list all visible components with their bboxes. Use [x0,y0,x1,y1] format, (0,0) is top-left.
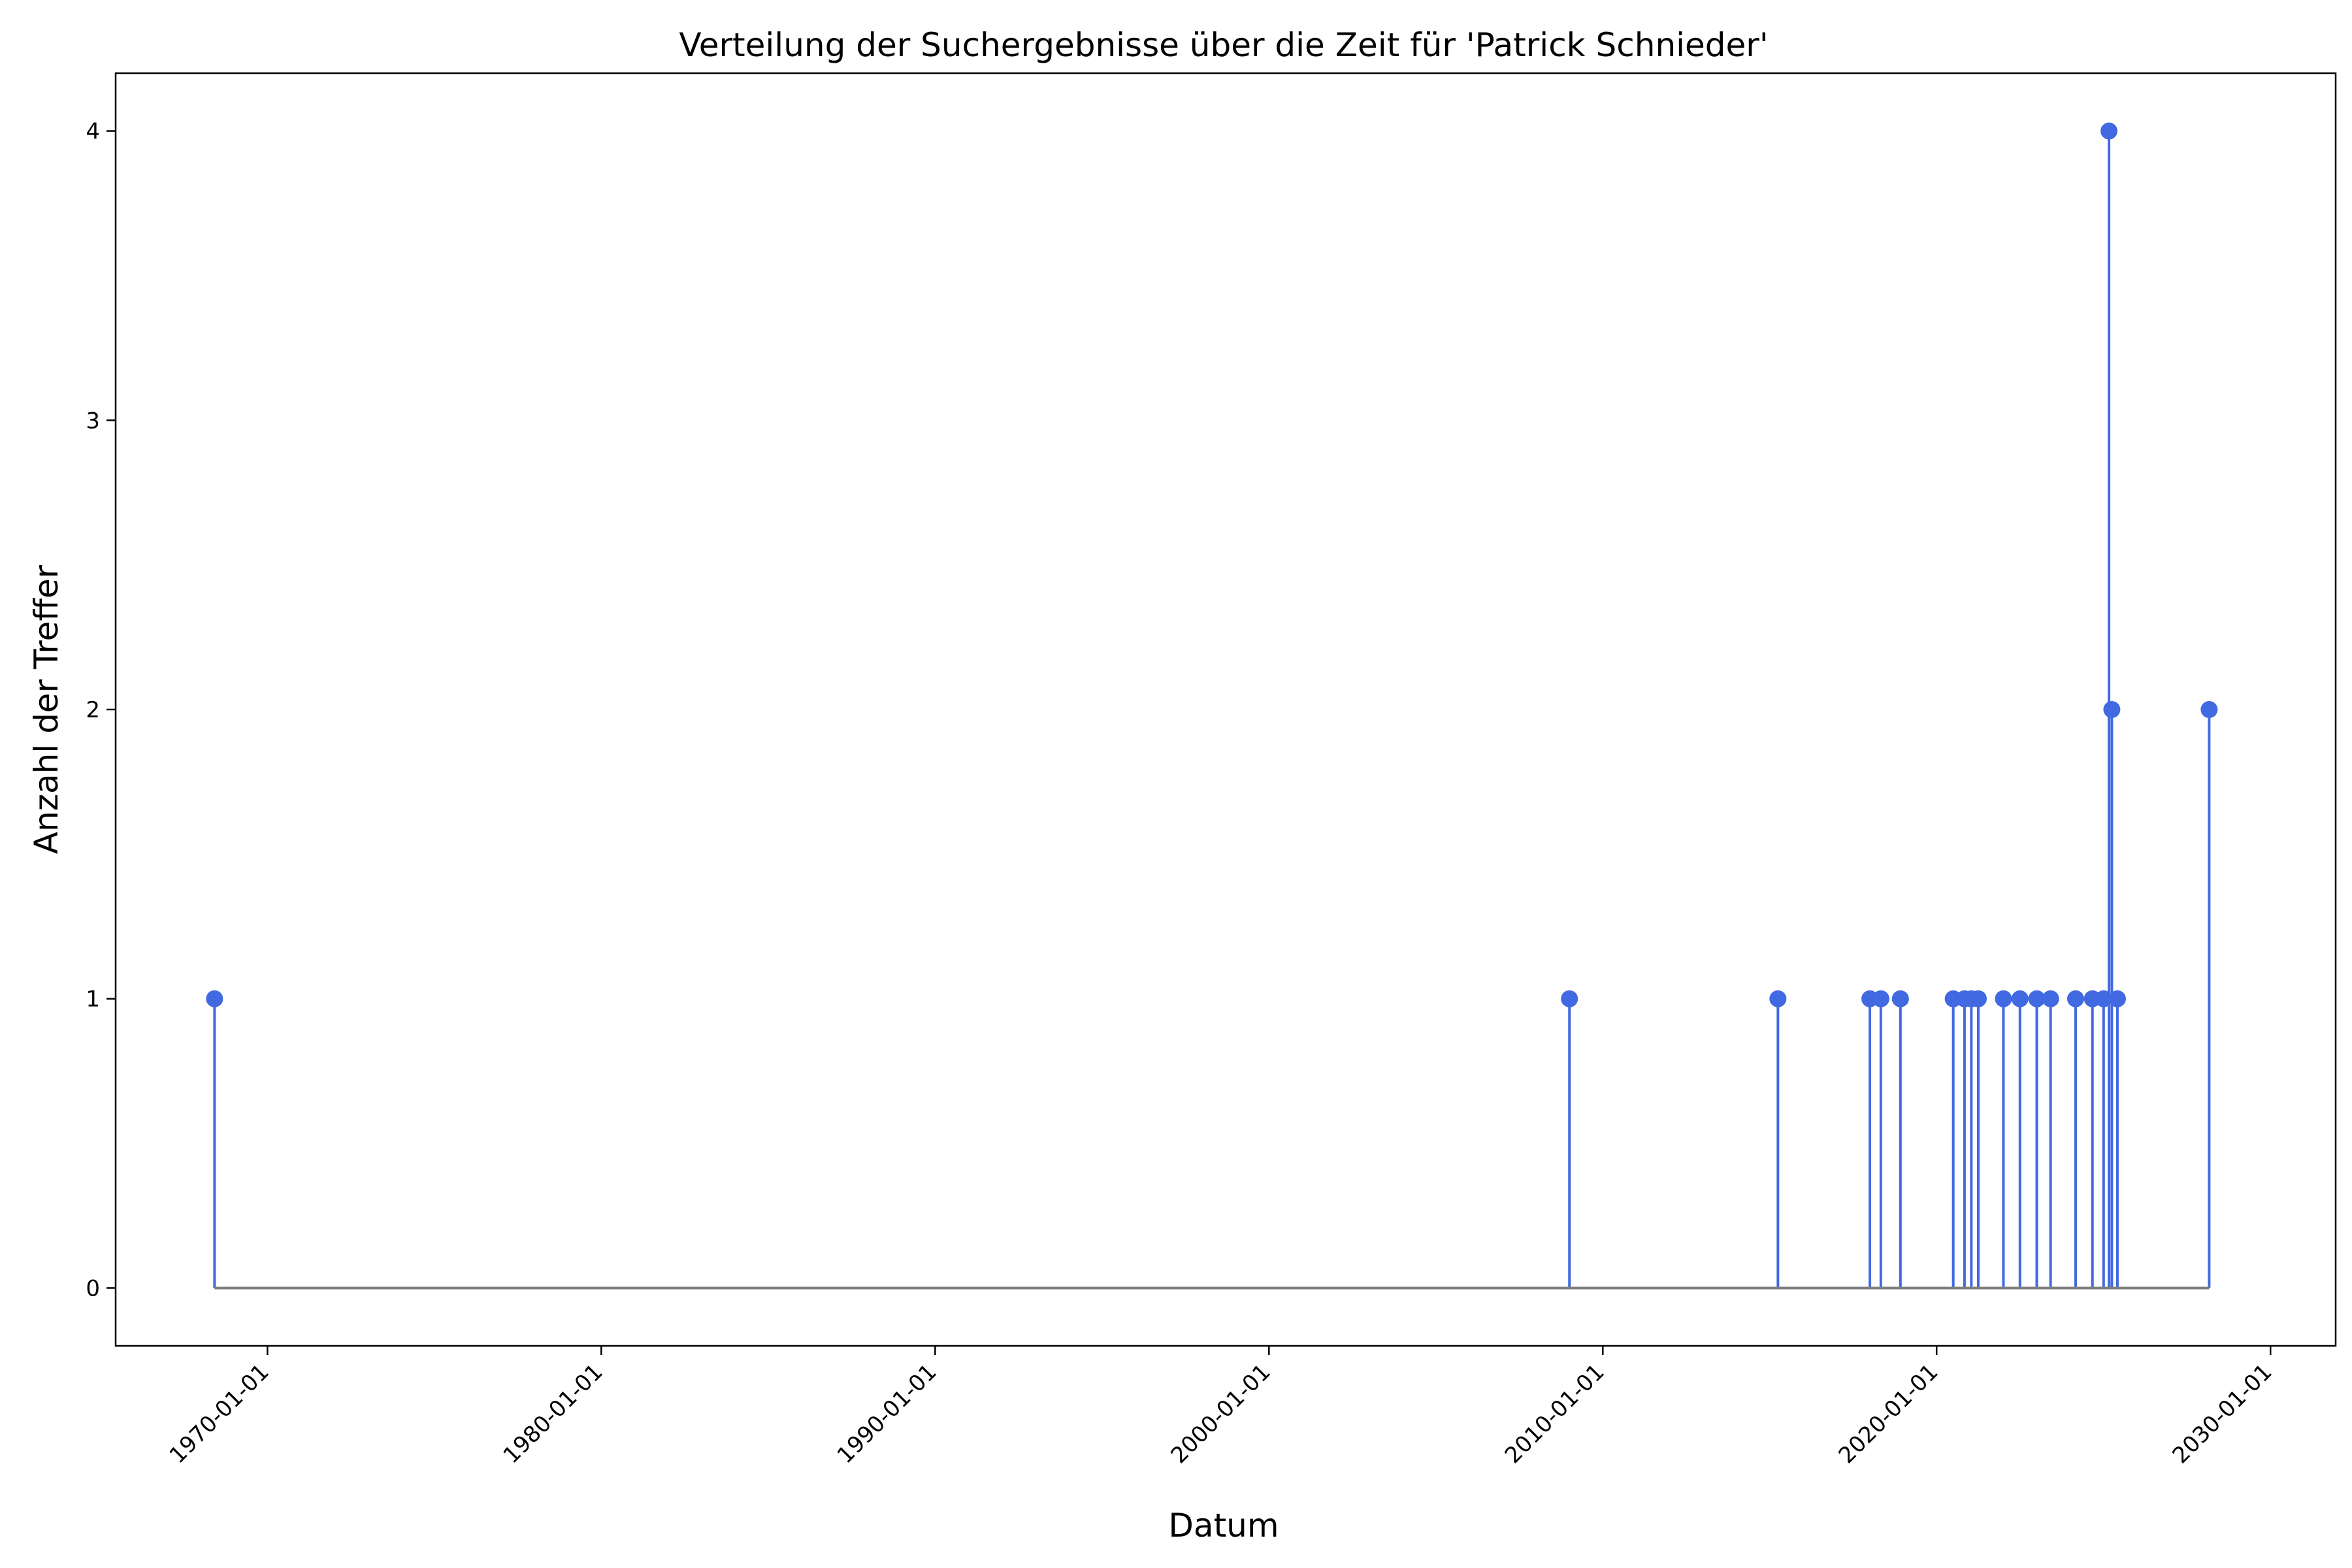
y-tick-label: 2 [86,697,100,723]
x-tick-label: 2020-01-01 [1834,1359,1944,1469]
x-tick-label: 2010-01-01 [1500,1359,1610,1469]
x-tick-label: 1990-01-01 [832,1359,942,1469]
y-tick-label: 4 [86,119,100,145]
stem-marker [2100,122,2118,140]
plot-area [206,122,2218,1290]
y-tick-label: 1 [86,987,100,1013]
y-axis: 0 1 2 3 4 [86,119,116,1301]
x-tick-label: 1980-01-01 [498,1359,608,1469]
stem-marker [2095,990,2112,1007]
stem-marker [1561,990,1578,1007]
stem-marker [2028,990,2046,1007]
y-axis-label: Anzahl der Treffer [27,564,65,854]
x-tick-label: 2030-01-01 [2168,1359,2278,1469]
stem-marker [1995,990,2012,1007]
stem-marker [1969,990,1987,1007]
x-tick-label: 2000-01-01 [1166,1359,1276,1469]
stem-marker [2108,990,2126,1007]
stem-marker [1769,990,1787,1007]
stem-marker [2103,701,2121,718]
stem-marker [2066,990,2084,1007]
y-tick-label: 3 [86,408,100,434]
stem-marker [2200,701,2218,718]
x-axis-label: Datum [1168,1507,1279,1544]
stem-marker [1872,990,1889,1007]
stem-marker [1891,990,1909,1007]
x-tick-label: 1970-01-01 [165,1359,274,1469]
stem-marker [206,990,223,1007]
y-tick-label: 0 [86,1275,100,1301]
stem-marker [2042,990,2059,1007]
chart-title: Verteilung der Suchergebnisse über die Z… [679,26,1768,64]
stem-marker [2011,990,2029,1007]
x-axis: 1970-01-01 1980-01-01 1990-01-01 2000-01-01… [165,1346,2278,1469]
